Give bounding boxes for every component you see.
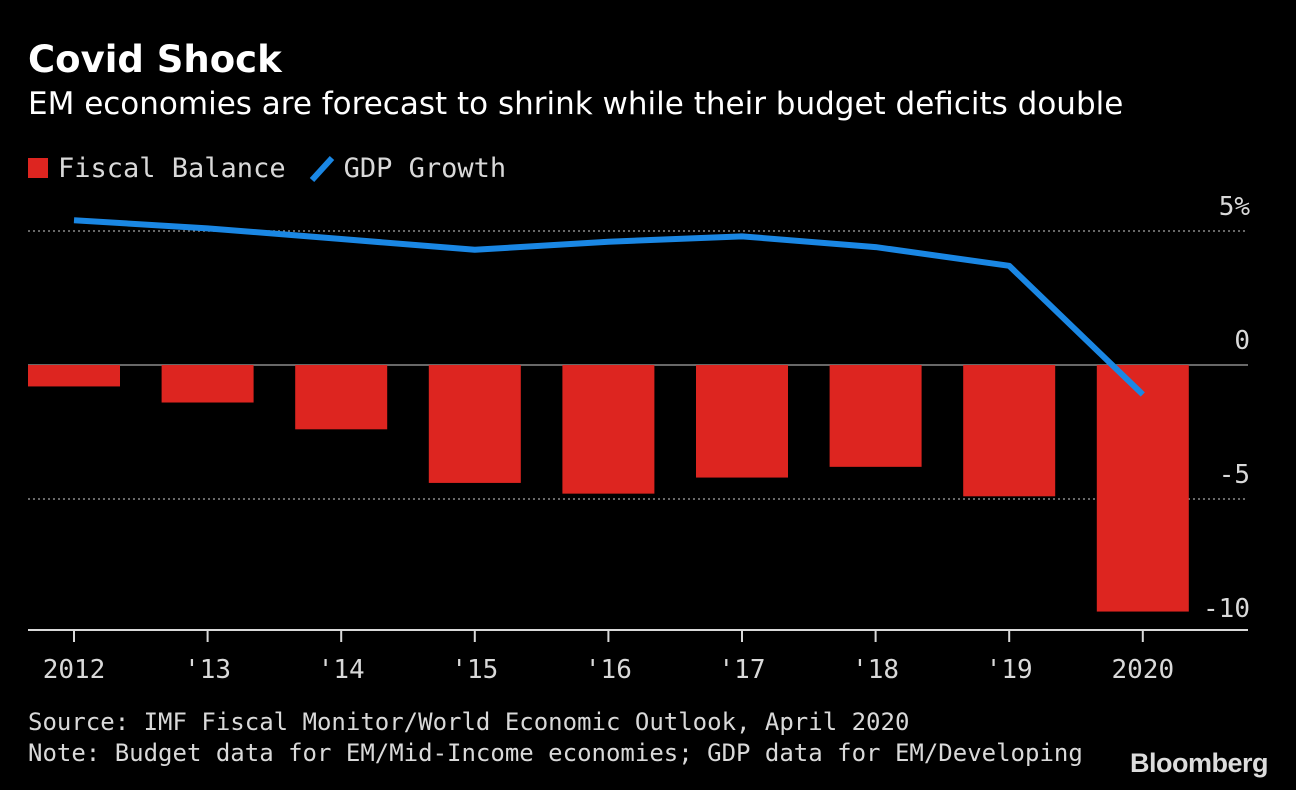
legend-item-fiscal-balance: Fiscal Balance bbox=[28, 153, 286, 184]
x-tick-label: '19 bbox=[986, 655, 1033, 685]
bar-fiscal-balance bbox=[1096, 365, 1189, 612]
bar-fiscal-balance bbox=[829, 365, 922, 467]
legend-swatch-line bbox=[309, 155, 334, 182]
legend-label-fiscal-balance: Fiscal Balance bbox=[58, 152, 286, 184]
x-tick-label: '15 bbox=[451, 655, 498, 685]
legend-swatch-gdp-growth bbox=[309, 155, 334, 182]
x-tick-label: '13 bbox=[184, 655, 231, 685]
x-tick-label: '17 bbox=[719, 655, 766, 685]
bar-fiscal-balance bbox=[963, 365, 1056, 497]
bloomberg-logo: Bloomberg bbox=[1129, 748, 1269, 778]
x-tick-label: '16 bbox=[585, 655, 632, 685]
chart-title: Covid Shock bbox=[28, 38, 282, 81]
legend: Fiscal Balance GDP Growth bbox=[28, 150, 528, 186]
y-tick-label: -5 bbox=[1219, 460, 1250, 490]
bar-fiscal-balance bbox=[562, 365, 655, 494]
bar-fiscal-balance bbox=[696, 365, 788, 478]
legend-label-gdp-growth: GDP Growth bbox=[343, 152, 507, 184]
data-note: Note: Budget data for EM/Mid-Income econ… bbox=[28, 739, 1083, 767]
bar-fiscal-balance bbox=[295, 365, 388, 430]
legend-swatch-fiscal-balance bbox=[28, 158, 48, 178]
bar-fiscal-balance bbox=[428, 365, 521, 483]
x-tick-label: '18 bbox=[852, 655, 899, 685]
y-tick-label: -10 bbox=[1203, 594, 1250, 624]
x-tick-label: '14 bbox=[318, 655, 365, 685]
x-tick-label: 2012 bbox=[43, 655, 106, 685]
bar-fiscal-balance bbox=[28, 365, 120, 387]
chart-subtitle: EM economies are forecast to shrink whil… bbox=[28, 86, 1124, 122]
bar-fiscal-balance bbox=[161, 365, 254, 403]
y-tick-label: 0 bbox=[1234, 326, 1250, 356]
y-tick-label: 5% bbox=[1219, 192, 1251, 222]
x-tick-label: 2020 bbox=[1111, 655, 1174, 685]
footer: Source: IMF Fiscal Monitor/World Economi… bbox=[28, 707, 1083, 769]
legend-item-gdp-growth: GDP Growth bbox=[308, 152, 507, 184]
source-note: Source: IMF Fiscal Monitor/World Economi… bbox=[28, 708, 910, 736]
